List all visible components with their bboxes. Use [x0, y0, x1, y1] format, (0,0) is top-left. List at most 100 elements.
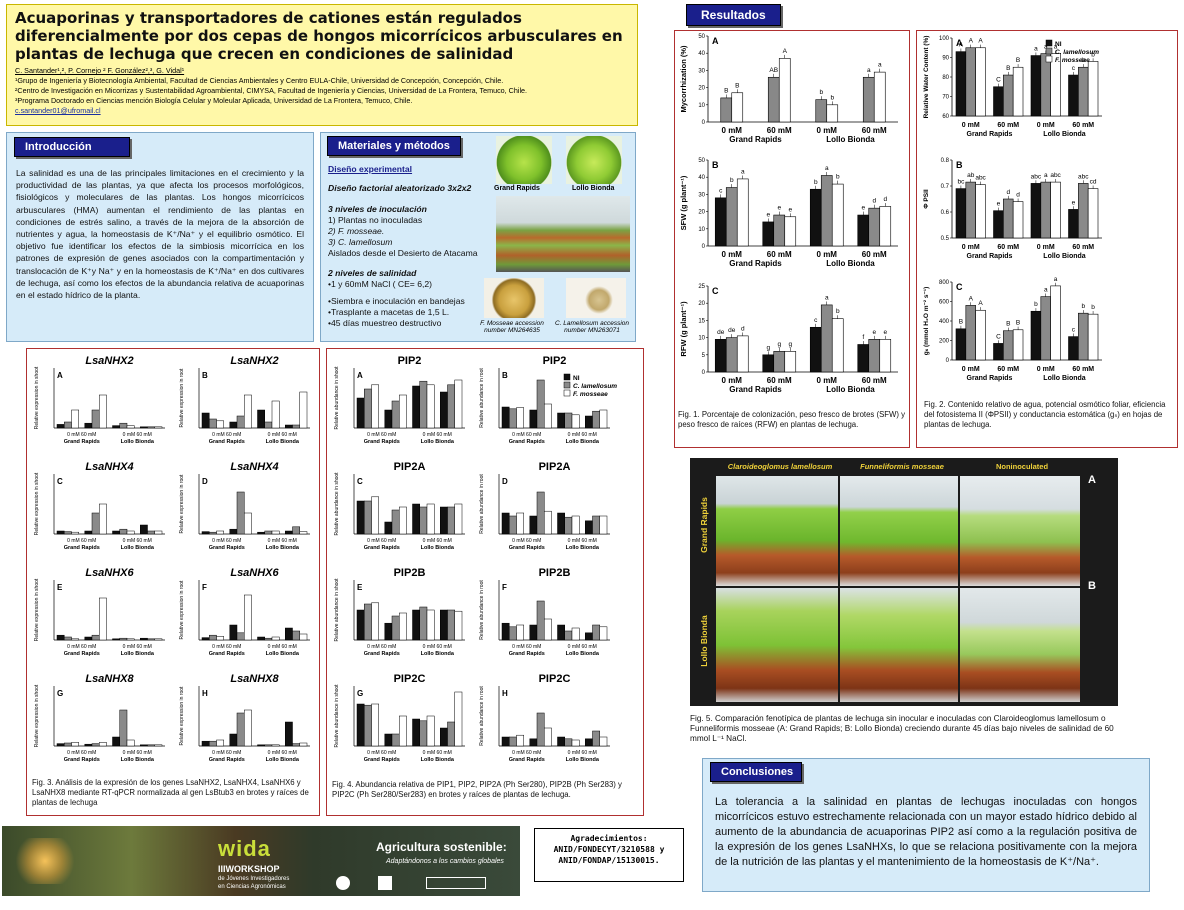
bar	[509, 515, 517, 535]
panel-title: PIP2A	[539, 461, 571, 473]
significance-letter: abc	[1078, 173, 1089, 180]
bar	[965, 47, 976, 117]
bar	[119, 422, 128, 429]
bar	[564, 630, 573, 641]
significance-letter: a	[825, 165, 829, 172]
significance-letter: a	[867, 67, 871, 74]
bar	[140, 426, 148, 429]
photo-label-lb: Lollo Bionda	[572, 185, 615, 192]
bar	[731, 92, 744, 123]
ack-2: ANID/FONDAP/15130015.	[558, 856, 660, 865]
bar	[292, 743, 300, 747]
bar	[399, 394, 407, 429]
cultivar-label: Grand Rapids	[509, 439, 545, 445]
bar	[271, 744, 280, 747]
legend-label: NI	[1055, 41, 1062, 48]
y-tick-label: 15	[698, 318, 705, 324]
bar	[1003, 74, 1014, 117]
significance-letter: e	[883, 329, 887, 336]
bar	[201, 412, 210, 429]
bar	[993, 210, 1004, 239]
email-link[interactable]: c.santander01@ufromail.cl	[15, 106, 101, 115]
panel-letter: G	[57, 689, 63, 698]
y-tick-label: 30	[698, 68, 705, 74]
cultivar-label: Lollo Bionda	[826, 135, 875, 144]
bar	[868, 207, 881, 247]
significance-letter: c	[1072, 326, 1076, 333]
y-tick-label: 10	[698, 227, 705, 233]
bar	[419, 380, 428, 429]
bar	[1068, 209, 1079, 239]
significance-letter: de	[728, 327, 736, 334]
cultivar-label: Grand Rapids	[729, 259, 782, 268]
intro-text: La salinidad es una de las principales l…	[16, 168, 304, 301]
bar	[509, 626, 517, 641]
bar	[592, 624, 600, 641]
y-tick-label: 50	[698, 34, 705, 40]
y-tick-label: 20	[698, 86, 705, 92]
panel-letter: B	[956, 160, 963, 170]
bar	[975, 47, 986, 117]
ack-box: Agradecimientos: ANID/FONDECYT/3210588 y…	[534, 828, 684, 882]
bar	[264, 744, 273, 747]
group-label: 0 mM 60 mM	[123, 644, 152, 650]
fig4-caption: Fig. 4. Abundancia relativa de PIP1, PIP…	[332, 780, 622, 799]
bar	[426, 715, 435, 747]
plant-photo-gr-fm	[840, 476, 958, 586]
bar	[371, 703, 379, 747]
y-axis-label: Relative expression in root	[179, 580, 185, 640]
group-label: 60 mM	[862, 376, 887, 385]
bar	[391, 400, 400, 429]
group-label: 0 mM 60 mM	[212, 538, 241, 544]
cultivar-label: Lollo Bionda	[826, 385, 875, 394]
group-label: 0 mM	[722, 250, 743, 259]
plant-photo-gr-ni	[960, 476, 1080, 586]
panel-title: LsaNHX4	[230, 461, 278, 473]
bar	[1078, 312, 1089, 361]
y-axis-label: Relative expression in shoot	[34, 472, 40, 535]
cultivar-label: Lollo Bionda	[266, 651, 300, 657]
panel-letter: F	[502, 583, 507, 592]
group-label: 0 mM 60 mM	[123, 538, 152, 544]
group-label: 0 mM 60 mM	[67, 432, 96, 438]
bar	[364, 603, 372, 641]
significance-letter: b	[1034, 301, 1038, 308]
bar	[84, 743, 93, 747]
bar	[815, 99, 828, 123]
bar	[529, 624, 538, 641]
bar	[571, 627, 580, 641]
bar	[299, 531, 308, 535]
bar	[820, 304, 833, 373]
bar	[201, 637, 210, 641]
bar	[725, 337, 738, 373]
panel-letter: A	[357, 371, 363, 380]
bar	[91, 409, 100, 429]
ack-1: ANID/FONDECYT/3210588 y	[553, 845, 665, 854]
bar	[119, 528, 128, 535]
bar	[1012, 201, 1024, 239]
fig5-row1: Grand Rapids	[699, 497, 709, 553]
fig3-caption: Fig. 3. Análisis de la expresión de los …	[32, 778, 309, 807]
bar	[571, 515, 580, 535]
plant-photo-lb-ni	[960, 588, 1080, 702]
group-label: 0 mM	[817, 376, 838, 385]
cultivar-label: Lollo Bionda	[566, 545, 600, 551]
fig5-mark-b: B	[1088, 580, 1096, 592]
bar	[126, 530, 135, 535]
bar	[784, 216, 797, 247]
bar	[384, 733, 393, 747]
bar	[509, 408, 517, 429]
cultivar-label: Grand Rapids	[967, 375, 1013, 382]
bar	[119, 637, 128, 641]
banner-orb	[10, 838, 80, 884]
bar	[809, 326, 822, 373]
bar	[419, 720, 428, 747]
significance-letter: C	[996, 333, 1001, 340]
bar	[91, 512, 100, 535]
fig5-col1: Claroideoglomus lamellosum	[727, 462, 833, 471]
bar	[975, 309, 986, 361]
bar	[126, 739, 135, 747]
